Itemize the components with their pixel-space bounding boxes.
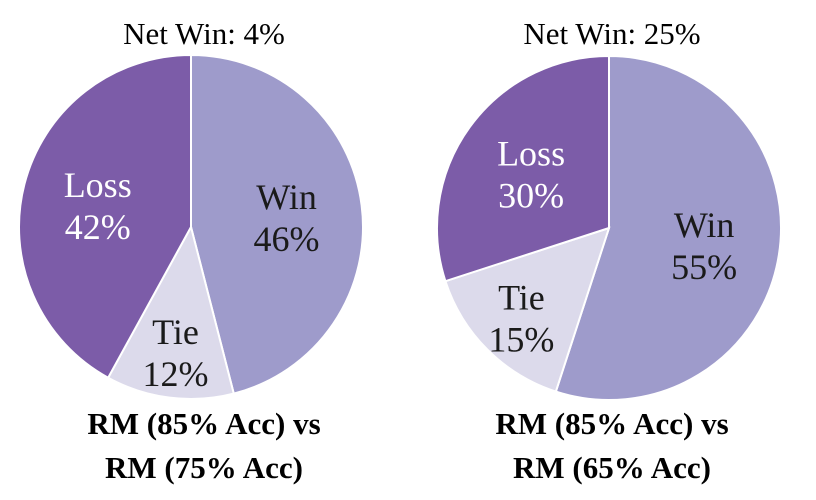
slice-label-tie-name: Tie <box>152 312 199 352</box>
pie-slice-win <box>554 54 782 401</box>
comparison-caption: RM (85% Acc) vs RM (65% Acc) <box>408 402 816 490</box>
caption-line-2: RM (75% Acc) <box>105 450 303 485</box>
slice-label-tie-value: 15% <box>488 320 554 360</box>
pie-slice-loss <box>17 53 192 380</box>
slice-label-loss-name: Loss <box>497 133 565 173</box>
net-win-title: Net Win: 4% <box>123 16 285 51</box>
slice-label-tie-value: 12% <box>142 354 208 394</box>
pie-slice-loss <box>436 54 610 283</box>
slice-label-win-name: Win <box>674 205 735 245</box>
net-win-title: Net Win: 25% <box>523 16 701 51</box>
pie-slice-win <box>190 53 364 395</box>
caption-line-2: RM (65% Acc) <box>513 450 711 485</box>
pie-slice-tie <box>106 224 235 400</box>
caption-line-1: RM (85% Acc) vs <box>87 406 321 441</box>
slice-label-loss-value: 30% <box>498 175 564 215</box>
comparison-caption: RM (85% Acc) vs RM (75% Acc) <box>0 402 408 490</box>
slice-label-loss-value: 42% <box>65 207 131 247</box>
pie-chart-left: Net Win: 4% Win 46% Tie 12% Loss 42% RM (85% … <box>0 16 408 490</box>
pie-chart-right: Net Win: 25% Win 55% Tie 15% Loss 30% RM (85%… <box>408 0 816 500</box>
slice-label-win-value: 46% <box>254 219 320 259</box>
slice-label-win-value: 55% <box>671 247 737 287</box>
slice-label-win-name: Win <box>256 177 317 217</box>
slice-label-tie-name: Tie <box>498 278 545 318</box>
slice-label-loss-name: Loss <box>64 165 132 205</box>
caption-line-1: RM (85% Acc) vs <box>495 406 729 441</box>
